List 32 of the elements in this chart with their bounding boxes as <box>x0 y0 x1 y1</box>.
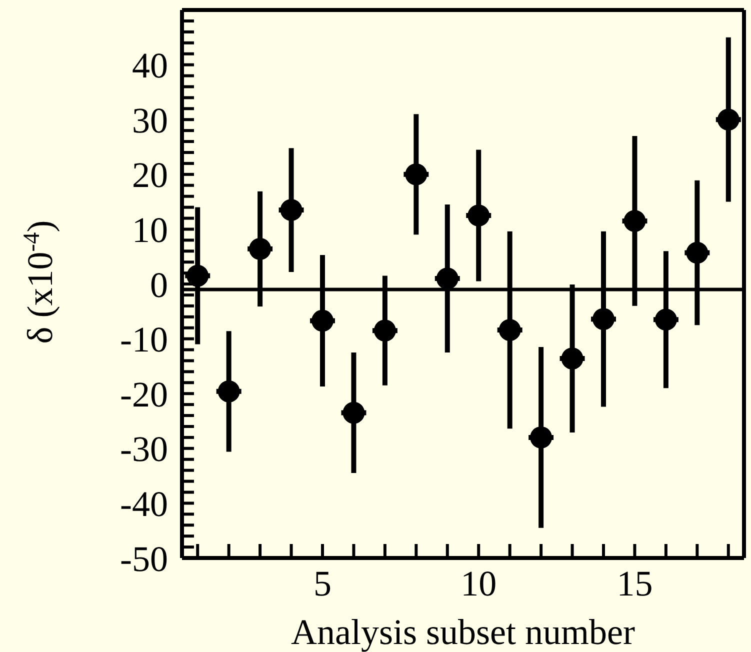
point <box>686 242 708 264</box>
y-tick-label: 0 <box>150 264 168 305</box>
point <box>717 108 740 131</box>
point <box>561 348 584 370</box>
point <box>218 380 240 402</box>
point <box>436 268 458 290</box>
point <box>249 238 272 260</box>
point <box>280 199 302 221</box>
point <box>498 319 521 342</box>
y-tick-label: 20 <box>132 155 168 196</box>
point <box>374 320 396 342</box>
point <box>342 402 365 424</box>
y-tick-label: 40 <box>132 46 168 86</box>
y-tick-label: -20 <box>120 374 168 414</box>
point <box>654 308 677 331</box>
x-tick-label: 10 <box>460 564 497 604</box>
y-tick-label: -40 <box>120 484 168 524</box>
y-tick-label: -10 <box>120 320 168 360</box>
y-tick-label: -50 <box>120 538 168 579</box>
x-axis-title: Analysis subset number <box>291 612 635 652</box>
point <box>624 210 646 232</box>
y-tick-label: 10 <box>132 210 168 250</box>
x-tick-label: 5 <box>314 564 332 604</box>
point <box>592 308 614 330</box>
point <box>530 426 552 448</box>
point <box>405 163 428 186</box>
y-tick-label: 30 <box>132 100 168 140</box>
y-tick-label: -30 <box>120 429 168 470</box>
point <box>186 264 209 287</box>
point <box>468 204 490 226</box>
x-tick-label: 15 <box>616 564 653 604</box>
point <box>312 310 334 332</box>
